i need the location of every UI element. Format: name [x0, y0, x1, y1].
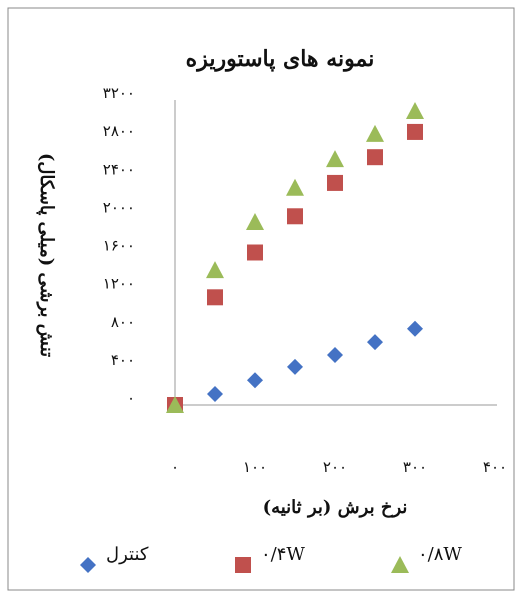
- data-point: [407, 123, 423, 140]
- y-tick-label: ۳۲۰۰: [103, 84, 135, 102]
- legend-marker: [391, 556, 409, 573]
- legend-label: ۰/۸W: [418, 544, 462, 565]
- data-point: [286, 178, 304, 196]
- data-point: [327, 174, 343, 191]
- legend-label: ۰/۴W: [261, 544, 305, 565]
- x-tick-label: ۳۰۰: [403, 458, 427, 476]
- data-point: [367, 334, 383, 351]
- y-tick-label: ۰: [127, 389, 135, 407]
- y-tick-label: ۲۴۰۰: [103, 160, 135, 178]
- legend-marker: [80, 557, 96, 573]
- legend-label: کنترل: [106, 544, 149, 565]
- data-point: [166, 396, 184, 413]
- legend-marker: [235, 557, 251, 573]
- x-tick-label: ۴۰۰: [483, 458, 507, 476]
- x-tick-label: ۰: [171, 458, 179, 476]
- x-tick-label: ۱۰۰: [243, 458, 267, 476]
- y-axis-title: تنش برشی (میلی پاسکال): [36, 153, 57, 357]
- y-tick-label: ۱۲۰۰: [103, 275, 135, 293]
- data-point: [367, 149, 383, 166]
- data-point: [206, 261, 224, 279]
- data-point: [207, 386, 223, 403]
- data-point: [407, 320, 423, 337]
- data-point: [207, 289, 223, 306]
- data-point: [287, 358, 303, 375]
- y-tick-label: ۲۸۰۰: [103, 122, 135, 140]
- y-tick-label: ۸۰۰: [111, 313, 135, 331]
- data-point: [326, 150, 344, 168]
- x-tick-label: ۲۰۰: [323, 458, 347, 476]
- data-point: [327, 346, 343, 363]
- y-tick-label: ۴۰۰: [111, 351, 135, 369]
- data-point: [246, 213, 264, 230]
- chart-title: نمونه های پاستوریزه: [186, 46, 375, 73]
- chart-frame: [7, 7, 515, 591]
- data-point: [366, 124, 384, 142]
- y-tick-label: ۱۶۰۰: [103, 237, 135, 255]
- data-point: [406, 101, 424, 119]
- x-axis-title: نرخ برش (بر ثانیه): [263, 497, 408, 518]
- data-point: [287, 208, 303, 225]
- y-tick-label: ۲۰۰۰: [103, 198, 135, 216]
- data-point: [247, 372, 263, 389]
- data-point: [247, 244, 263, 261]
